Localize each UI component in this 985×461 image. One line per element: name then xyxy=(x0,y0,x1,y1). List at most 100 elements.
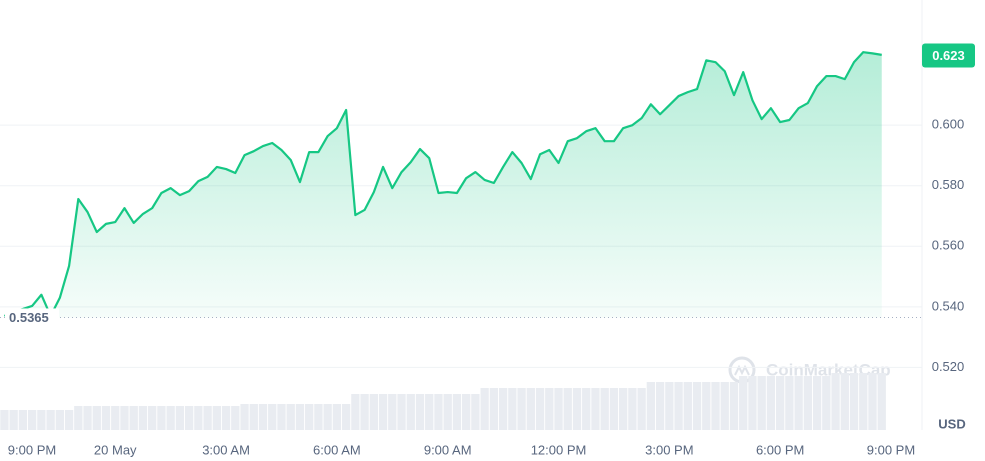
volume-bar xyxy=(434,394,443,430)
volume-bar xyxy=(277,404,286,430)
volume-bar xyxy=(111,406,120,430)
volume-bar xyxy=(388,394,397,430)
x-tick-label: 3:00 AM xyxy=(202,442,250,457)
volume-bar xyxy=(369,394,378,430)
x-tick-label: 3:00 PM xyxy=(645,442,693,457)
volume-bar xyxy=(415,394,425,430)
volume-bar xyxy=(831,373,840,430)
volume-bar xyxy=(212,406,221,430)
volume-bar xyxy=(646,382,656,430)
volume-bar xyxy=(812,376,822,430)
volume-bar xyxy=(175,406,185,430)
volume-bar xyxy=(18,410,28,430)
volume-bar xyxy=(27,410,37,430)
volume-bar xyxy=(757,376,766,430)
volume-bar xyxy=(840,373,849,430)
volume-bar xyxy=(462,394,471,430)
volume-bar xyxy=(305,404,314,430)
volume-bar xyxy=(822,376,831,430)
volume-bar xyxy=(739,376,748,430)
volume-bar xyxy=(425,394,434,430)
volume-bar xyxy=(184,406,194,430)
volume-bar xyxy=(766,376,776,430)
volume-bar xyxy=(702,382,711,430)
volume-bar xyxy=(0,410,9,430)
volume-bar xyxy=(517,388,526,430)
volume-bar xyxy=(268,404,277,430)
x-tick-label: 12:00 PM xyxy=(531,442,587,457)
x-tick-label: 9:00 PM xyxy=(867,442,915,457)
reference-label: 0.5365 xyxy=(9,310,49,325)
volume-bar xyxy=(471,394,480,430)
volume-bar xyxy=(37,410,46,430)
volume-bar xyxy=(83,406,92,430)
volume-bar xyxy=(711,382,720,430)
volume-bar xyxy=(729,382,739,430)
volume-bar xyxy=(628,388,637,430)
volume-bar xyxy=(295,404,305,430)
volume-bar xyxy=(249,404,258,430)
volume-bar xyxy=(452,394,462,430)
x-tick-label: 20 May xyxy=(94,442,137,457)
volume-bar xyxy=(859,373,868,430)
volume-bar xyxy=(665,382,674,430)
x-tick-label: 9:00 PM xyxy=(8,442,56,457)
volume-bar xyxy=(600,388,609,430)
price-area xyxy=(4,52,882,318)
volume-bar xyxy=(341,404,351,430)
volume-bar xyxy=(397,394,406,430)
volume-bar xyxy=(619,388,628,430)
volume-bar xyxy=(692,382,702,430)
currency-label: USD xyxy=(938,416,965,431)
volume-bar xyxy=(203,406,212,430)
volume-bar xyxy=(535,388,545,430)
x-tick-label: 6:00 AM xyxy=(313,442,361,457)
watermark-logo-mark xyxy=(734,364,750,376)
volume-bar xyxy=(166,406,175,430)
y-tick-label: 0.560 xyxy=(932,238,965,253)
volume-bar xyxy=(674,382,683,430)
y-tick-label: 0.520 xyxy=(932,359,965,374)
volume-bar xyxy=(480,388,489,430)
volume-bar xyxy=(406,394,415,430)
volume-bar xyxy=(194,406,203,430)
volume-bar xyxy=(794,376,803,430)
y-tick-label: 0.540 xyxy=(932,298,965,313)
volume-bar xyxy=(101,406,111,430)
volume-bar xyxy=(240,404,249,430)
volume-bar xyxy=(545,388,554,430)
volume-bar xyxy=(360,394,369,430)
volume-bar xyxy=(877,373,886,430)
volume-bar xyxy=(258,404,268,430)
volume-bar xyxy=(64,410,74,430)
volume-bar xyxy=(157,406,166,430)
volume-bar xyxy=(92,406,101,430)
volume-bar xyxy=(351,394,360,430)
y-tick-label: 0.600 xyxy=(932,117,965,132)
volume-bar xyxy=(748,376,757,430)
volume-bar xyxy=(591,388,600,430)
volume-bar xyxy=(637,388,646,430)
volume-bar xyxy=(526,388,535,430)
volume-bar xyxy=(148,406,157,430)
volume-bar xyxy=(720,382,729,430)
volume-bar xyxy=(775,376,785,430)
volume-bar xyxy=(314,404,323,430)
volume-bar xyxy=(120,406,129,430)
volume-bar xyxy=(683,382,692,430)
volume-bar xyxy=(554,388,563,430)
current-price-label: 0.623 xyxy=(932,48,965,63)
volume-bar xyxy=(378,394,388,430)
volume-bar xyxy=(849,373,859,430)
volume-bar xyxy=(498,388,508,430)
volume-bar xyxy=(332,404,342,430)
volume-bar xyxy=(868,373,877,430)
volume-bar xyxy=(572,388,582,430)
volume-bar xyxy=(803,376,813,430)
volume-bar xyxy=(129,406,138,430)
volume-bar xyxy=(785,376,794,430)
volume-bar xyxy=(46,410,55,430)
volume-bar xyxy=(609,388,619,430)
